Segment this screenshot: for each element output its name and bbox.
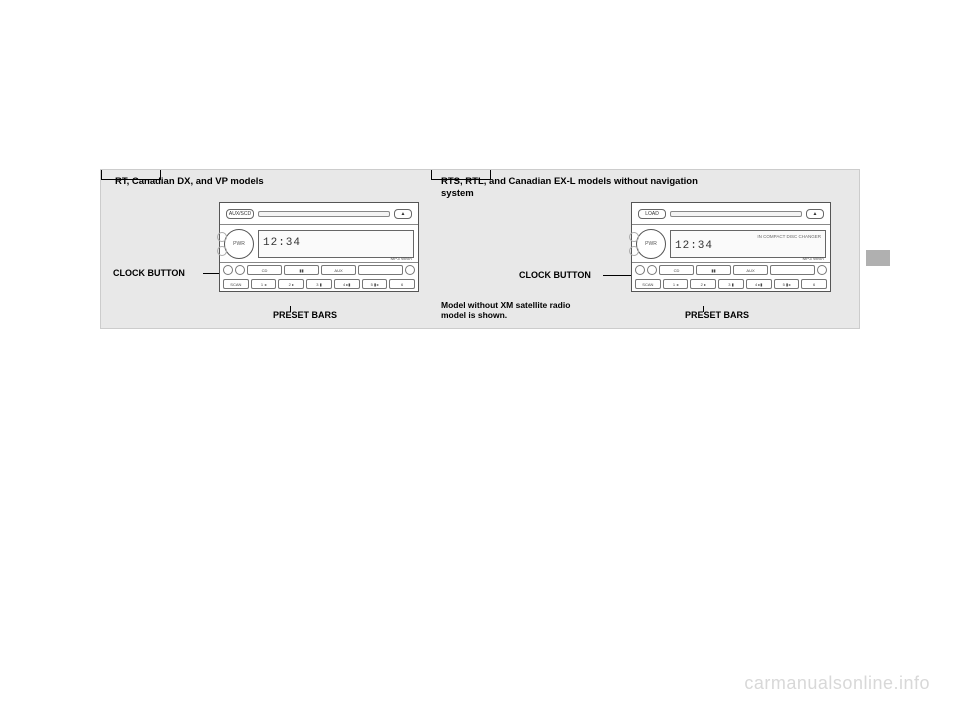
clock-button-icon <box>635 265 645 275</box>
column-left: RT, Canadian DX, and VP models CLOCK BUT… <box>101 170 431 328</box>
preset-btn: 1 ◂ <box>251 279 277 289</box>
preset-btn: 6 <box>801 279 827 289</box>
mp3-label: MP3 WMA <box>390 256 412 261</box>
preset-btn: 3 ▮ <box>718 279 744 289</box>
preset-bars-label-left: PRESET BARS <box>273 310 337 320</box>
round-btn <box>405 265 415 275</box>
column-right: RTS, RTL, and Canadian EX-L models witho… <box>431 170 861 328</box>
lcd-display: IN COMPACT DISC CHANGER 12:34 <box>670 230 826 258</box>
row2-presets: SCAN 1 ◂ 2 ▸ 3 ▮ 4 ▸▮ 5 ▮◂ 6 <box>220 277 418 291</box>
btn: AUX <box>321 265 356 275</box>
row1: CD ▮▮ AUX <box>632 263 830 277</box>
page-edge-tab <box>866 250 890 266</box>
power-knob: PWR <box>636 229 666 259</box>
load-button: AUX/SCD <box>226 209 254 219</box>
stereo-right: LOAD ▲ PWR IN COMPACT DISC CHANGER 12:34… <box>631 202 831 292</box>
preset-btn: 2 ▸ <box>690 279 716 289</box>
eject-button: ▲ <box>806 209 824 219</box>
btn: CD <box>659 265 694 275</box>
row2-presets: SCAN 1 ◂ 2 ▸ 3 ▮ 4 ▸▮ 5 ▮◂ 6 <box>632 277 830 291</box>
round-btn <box>647 265 657 275</box>
stereo-top-row: LOAD ▲ <box>632 203 830 225</box>
lcd-time: 12:34 <box>263 237 409 250</box>
btn <box>358 265 403 275</box>
power-knob: PWR <box>224 229 254 259</box>
load-button: LOAD <box>638 209 666 219</box>
disc-slot <box>258 211 390 217</box>
btn <box>770 265 815 275</box>
lcd-display: 12:34 <box>258 230 414 258</box>
preset-bars-label-right: PRESET BARS <box>685 310 749 320</box>
note-xm: Model without XM satellite radio model i… <box>441 300 591 320</box>
stereo-mid-row: PWR IN COMPACT DISC CHANGER 12:34 MP3 WM… <box>632 225 830 263</box>
stereo-mid-row: PWR 12:34 MP3 WMA <box>220 225 418 263</box>
row1: CD ▮▮ AUX <box>220 263 418 277</box>
eject-button: ▲ <box>394 209 412 219</box>
btn: CD <box>247 265 282 275</box>
btn: ▮▮ <box>696 265 731 275</box>
lcd-time: 12:34 <box>675 240 821 253</box>
preset-btn: 2 ▸ <box>278 279 304 289</box>
round-btn <box>817 265 827 275</box>
round-btn <box>235 265 245 275</box>
caption-left: RT, Canadian DX, and VP models <box>115 176 315 188</box>
preset-btn: 4 ▸▮ <box>746 279 772 289</box>
preset-btn: SCAN <box>223 279 249 289</box>
clock-button-label-right: CLOCK BUTTON <box>519 270 591 280</box>
figure-panel: RT, Canadian DX, and VP models CLOCK BUT… <box>100 169 860 329</box>
preset-btn: 1 ◂ <box>663 279 689 289</box>
preset-btn: SCAN <box>635 279 661 289</box>
preset-btn: 6 <box>389 279 415 289</box>
preset-btn: 5 ▮◂ <box>774 279 800 289</box>
preset-btn: 4 ▸▮ <box>334 279 360 289</box>
mp3-label: MP3 WMA <box>802 256 824 261</box>
clock-button-icon <box>223 265 233 275</box>
watermark: carmanualsonline.info <box>744 673 930 694</box>
preset-btn: 3 ▮ <box>306 279 332 289</box>
preset-btn: 5 ▮◂ <box>362 279 388 289</box>
stereo-top-row: AUX/SCD ▲ <box>220 203 418 225</box>
caption-right: RTS, RTL, and Canadian EX-L models witho… <box>441 176 701 200</box>
disc-slot <box>670 211 802 217</box>
clock-button-label-left: CLOCK BUTTON <box>113 268 185 278</box>
btn: ▮▮ <box>284 265 319 275</box>
btn: AUX <box>733 265 768 275</box>
stereo-left: AUX/SCD ▲ PWR 12:34 MP3 WMA CD ▮▮ AUX <box>219 202 419 292</box>
stereo-bottom: CD ▮▮ AUX SCAN 1 ◂ 2 ▸ 3 ▮ 4 ▸▮ 5 ▮◂ 6 <box>632 263 830 291</box>
stereo-bottom: CD ▮▮ AUX SCAN 1 ◂ 2 ▸ 3 ▮ 4 ▸▮ 5 ▮◂ 6 <box>220 263 418 291</box>
